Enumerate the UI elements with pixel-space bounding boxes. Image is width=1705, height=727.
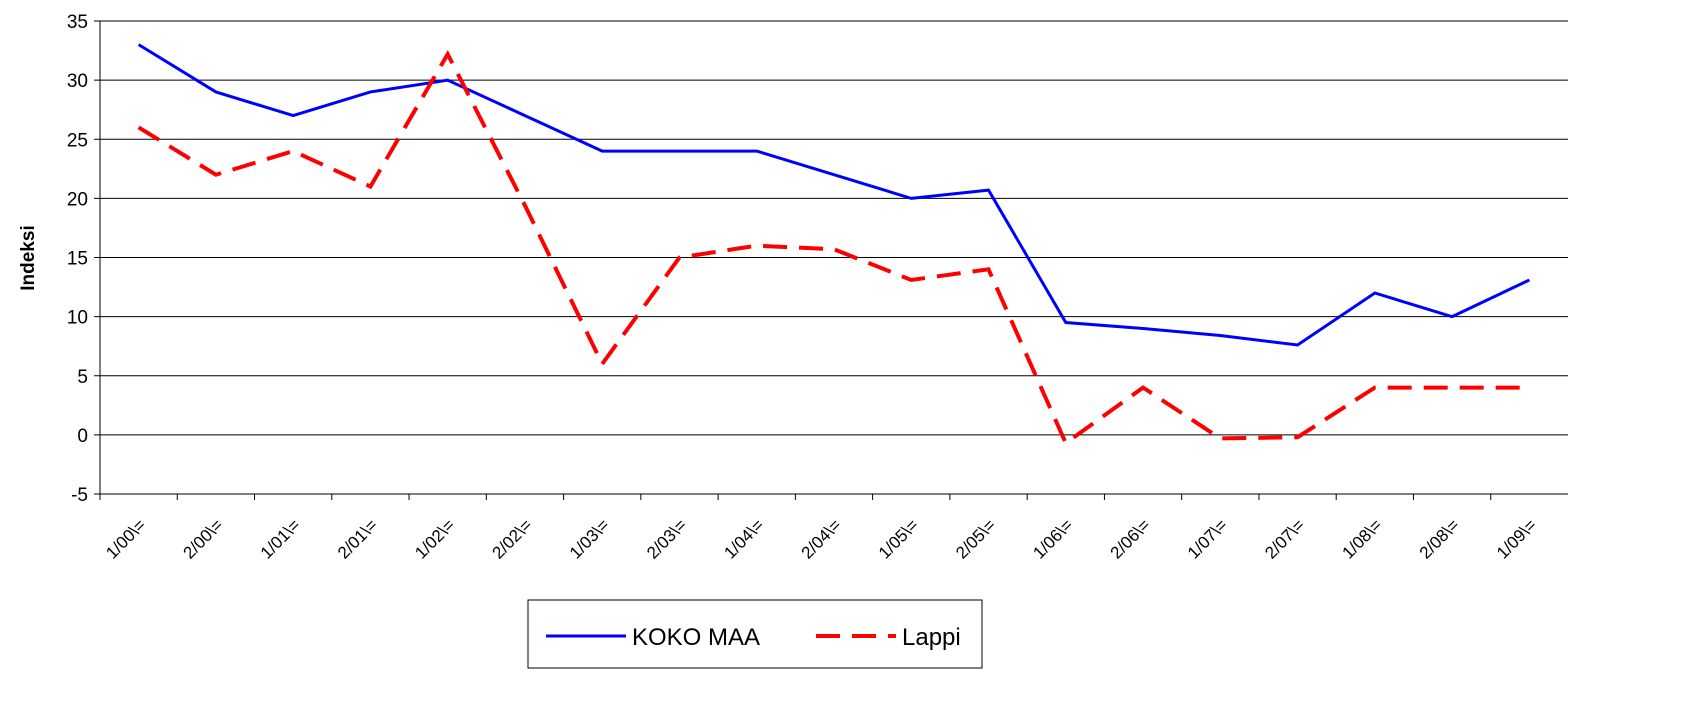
y-tick-label: 30 <box>67 71 88 92</box>
x-tick-label: 2/08\= <box>1416 515 1463 562</box>
x-tick-label: 1/01\= <box>257 515 304 562</box>
x-tick-label: 1/07\= <box>1184 515 1231 562</box>
line-series <box>137 49 1530 447</box>
y-tick-label: 25 <box>67 130 88 151</box>
x-tick-label: 1/05\= <box>875 515 922 562</box>
y-tick-label: -5 <box>71 485 88 506</box>
x-tick-label: 1/08\= <box>1338 515 1385 562</box>
y-tick-label: 20 <box>67 189 88 210</box>
y-tick-label: 5 <box>77 367 88 388</box>
line-series <box>137 43 1531 347</box>
y-tick-label: 10 <box>67 308 88 329</box>
x-tick-label: 2/02\= <box>489 515 536 562</box>
x-tick-label: 1/04\= <box>720 515 767 562</box>
legend-label: Lappi <box>902 624 961 651</box>
y-axis-label: Indeksi <box>18 225 39 290</box>
x-tick-label: 2/01\= <box>334 515 381 562</box>
y-tick-label: 0 <box>77 426 88 447</box>
legend-box <box>527 599 983 669</box>
x-tick-label: 1/00\= <box>102 515 149 562</box>
x-tick-label: 1/06\= <box>1029 515 1076 562</box>
x-tick-label: 1/09\= <box>1493 515 1540 562</box>
x-tick-label: 1/03\= <box>566 515 613 562</box>
legend-label: KOKO MAA <box>632 624 760 651</box>
y-tick-label: 35 <box>67 12 88 33</box>
x-tick-label: 2/07\= <box>1261 515 1308 562</box>
x-tick-label: 2/04\= <box>798 515 845 562</box>
y-tick-label: 15 <box>67 249 88 270</box>
x-tick-label: 2/03\= <box>643 515 690 562</box>
x-tick-label: 2/06\= <box>1107 515 1154 562</box>
x-tick-label: 2/05\= <box>952 515 999 562</box>
x-tick-label: 1/02\= <box>411 515 458 562</box>
x-tick-label: 2/00\= <box>180 515 227 562</box>
